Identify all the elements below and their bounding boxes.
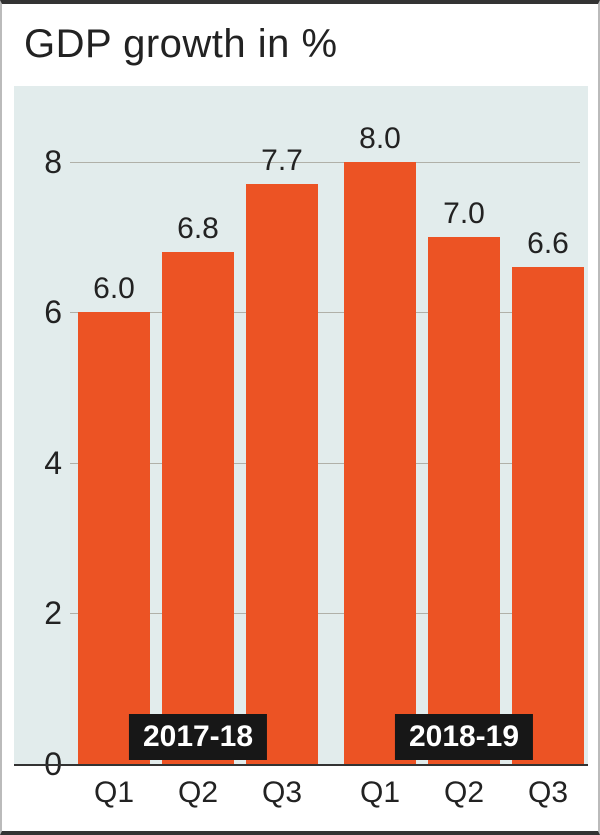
value-label: 6.8 <box>177 212 219 246</box>
chart-title: GDP growth in % <box>24 22 338 67</box>
xtick-label: Q2 <box>178 776 218 810</box>
bar <box>512 267 584 764</box>
ytick-label: 8 <box>22 144 62 181</box>
bar <box>428 237 500 764</box>
value-label: 7.0 <box>443 197 485 231</box>
value-label: 6.0 <box>93 272 135 306</box>
value-label: 6.6 <box>527 227 569 261</box>
group-label: 2017-18 <box>129 714 267 760</box>
ytick-label: 2 <box>22 595 62 632</box>
bar <box>246 184 318 764</box>
xtick-label: Q1 <box>94 776 134 810</box>
baseline <box>14 764 588 766</box>
xtick-label: Q3 <box>262 776 302 810</box>
bar <box>78 312 150 764</box>
ytick-label: 6 <box>22 294 62 331</box>
xtick-label: Q3 <box>528 776 568 810</box>
xtick-label: Q1 <box>360 776 400 810</box>
bar <box>162 252 234 764</box>
value-label: 7.7 <box>261 144 303 178</box>
group-label: 2018-19 <box>395 714 533 760</box>
chart-frame: GDP growth in % 024686.0Q16.8Q27.7Q32017… <box>0 0 600 835</box>
bar <box>344 162 416 764</box>
ytick-label: 4 <box>22 445 62 482</box>
xtick-label: Q2 <box>444 776 484 810</box>
value-label: 8.0 <box>359 122 401 156</box>
gridline <box>70 162 580 163</box>
